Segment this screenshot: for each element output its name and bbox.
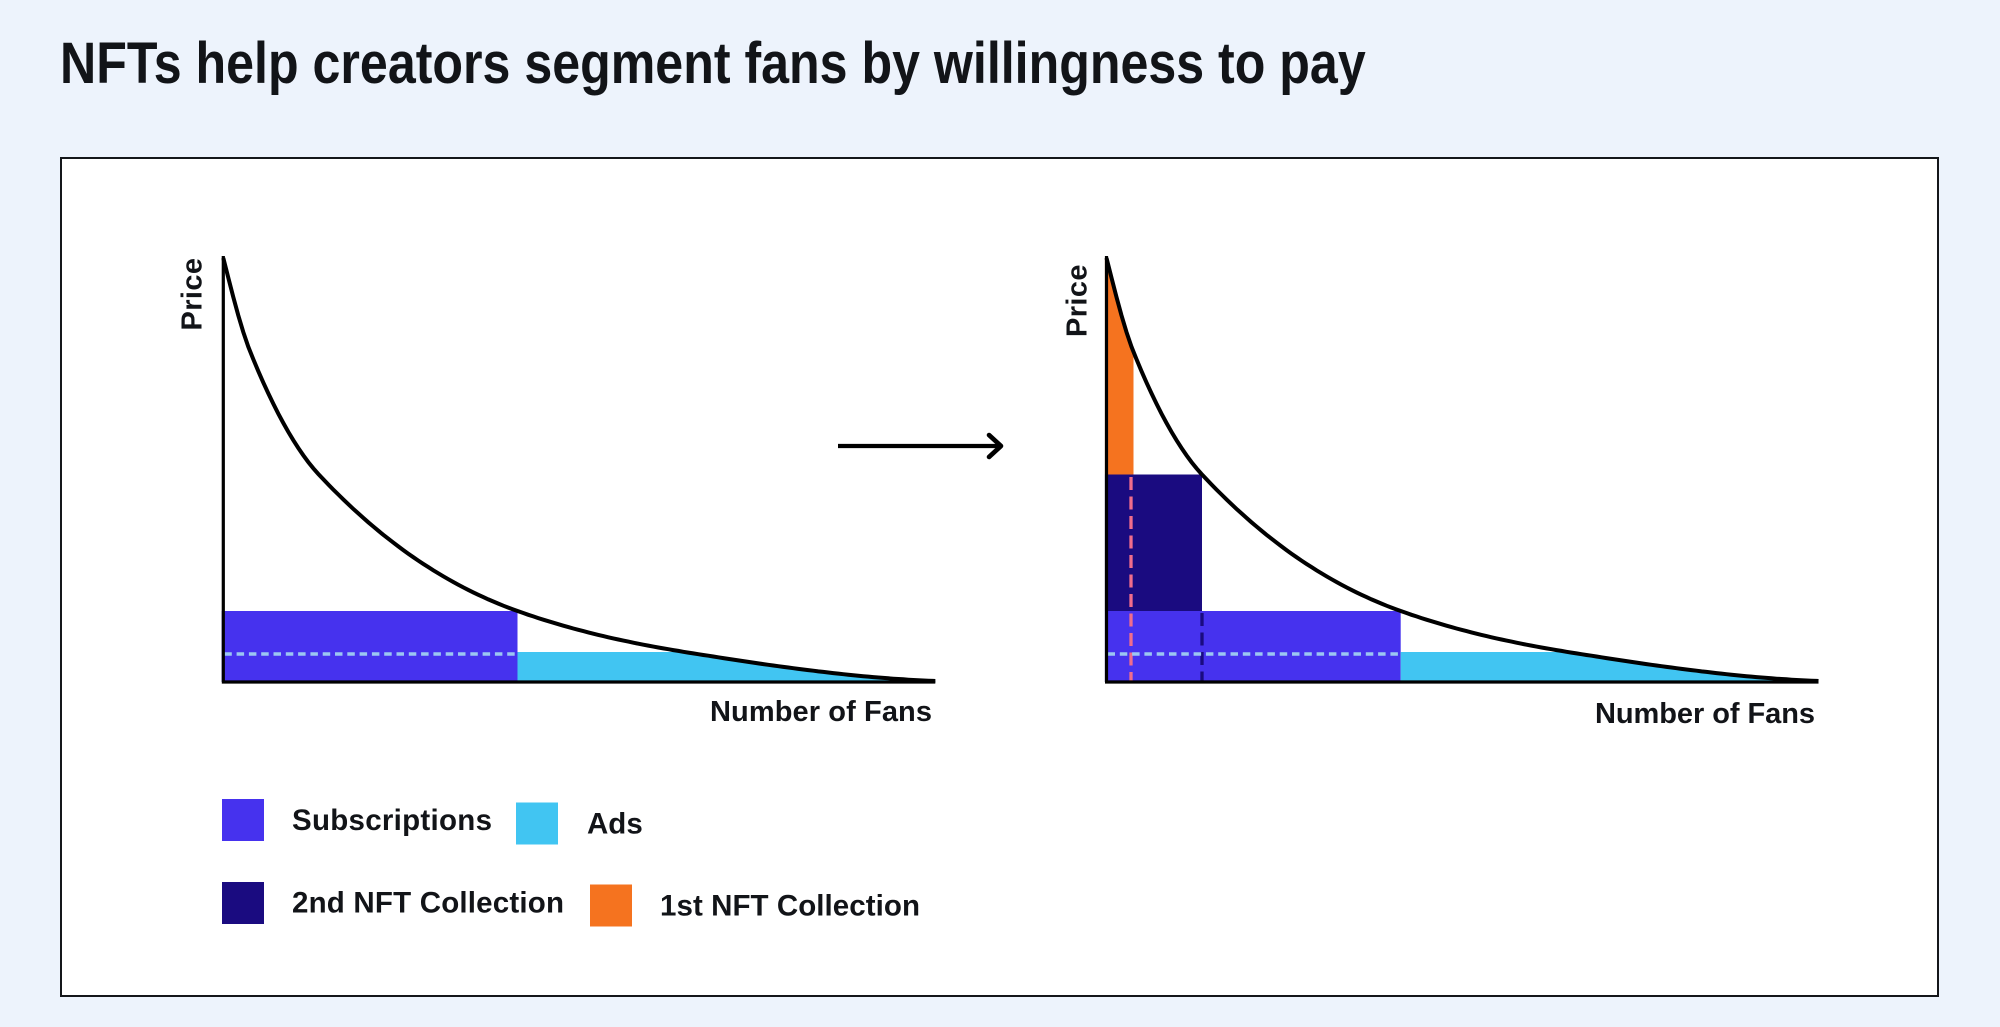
svg-text:Price: Price	[1062, 265, 1094, 338]
svg-text:Number of Fans: Number of Fans	[1595, 698, 1815, 730]
svg-text:Price: Price	[177, 258, 209, 331]
svg-text:Subscriptions: Subscriptions	[292, 804, 492, 837]
svg-text:1st NFT Collection: 1st NFT Collection	[660, 890, 920, 923]
svg-text:Ads: Ads	[587, 808, 643, 841]
svg-text:2nd NFT Collection: 2nd NFT Collection	[292, 887, 564, 920]
svg-text:Number of Fans: Number of Fans	[710, 696, 932, 728]
